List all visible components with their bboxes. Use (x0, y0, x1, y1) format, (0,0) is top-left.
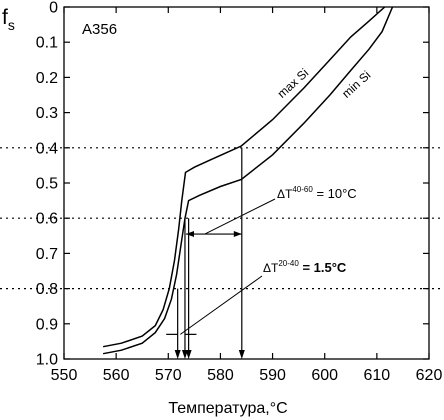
series-line-min-si (102, 6, 394, 355)
y-tick-label: 0.3 (36, 105, 58, 122)
y-tick-label: 0.6 (36, 211, 58, 228)
arrow-head (185, 350, 192, 359)
x-tick-label: 570 (155, 367, 182, 384)
series-label-min-si: min Si (339, 68, 373, 101)
x-tick-label: 600 (311, 367, 338, 384)
x-tick-label: 620 (416, 367, 443, 384)
plot-frame (63, 6, 430, 360)
x-tick-label: 590 (259, 367, 286, 384)
y-tick-label: 0.5 (36, 176, 58, 193)
delta-t-40-60-leader (204, 198, 276, 235)
arrow-head (238, 350, 245, 359)
delta-t-20-40-leader (179, 275, 263, 335)
x-tick-label: 560 (103, 367, 130, 384)
y-tick-label: 0 (49, 0, 58, 17)
y-tick-label: 0.1 (36, 35, 58, 52)
arrow-head (174, 350, 181, 359)
x-axis: 550 560 570 580 590 600 610 620 (51, 7, 443, 384)
x-tick-label: 610 (364, 367, 391, 384)
x-tick-label: 580 (207, 367, 234, 384)
arrow-head (233, 231, 242, 238)
y-tick-label: 1.0 (36, 352, 58, 369)
alloy-label: A356 (82, 21, 117, 38)
y-axis: 0 0.1 0.2 0.3 0.4 0.5 0.6 0.7 0.8 0.9 1.0 (36, 0, 429, 369)
arrow-head (186, 231, 195, 238)
x-tick-label: 550 (51, 367, 78, 384)
y-tick-label: 0.9 (36, 316, 58, 333)
reference-lines (0, 147, 444, 290)
y-axis-label: fs (2, 6, 15, 33)
y-tick-label: 0.4 (36, 140, 58, 157)
delta-t-40-60-label: ΔT40-60 = 10°C (277, 185, 357, 201)
annotation-arrows (166, 147, 276, 359)
y-tick-label: 0.7 (36, 246, 58, 263)
series-group (102, 6, 394, 355)
series-line-max-si (102, 6, 386, 348)
y-tick-label: 0.8 (36, 281, 58, 298)
x-axis-label: Температура,°C (168, 400, 287, 417)
series-label-max-si: max Si (275, 66, 312, 101)
y-tick-label: 0.2 (36, 70, 58, 87)
delta-t-20-40-label: ΔT20-40 = 1.5°C (263, 259, 347, 275)
